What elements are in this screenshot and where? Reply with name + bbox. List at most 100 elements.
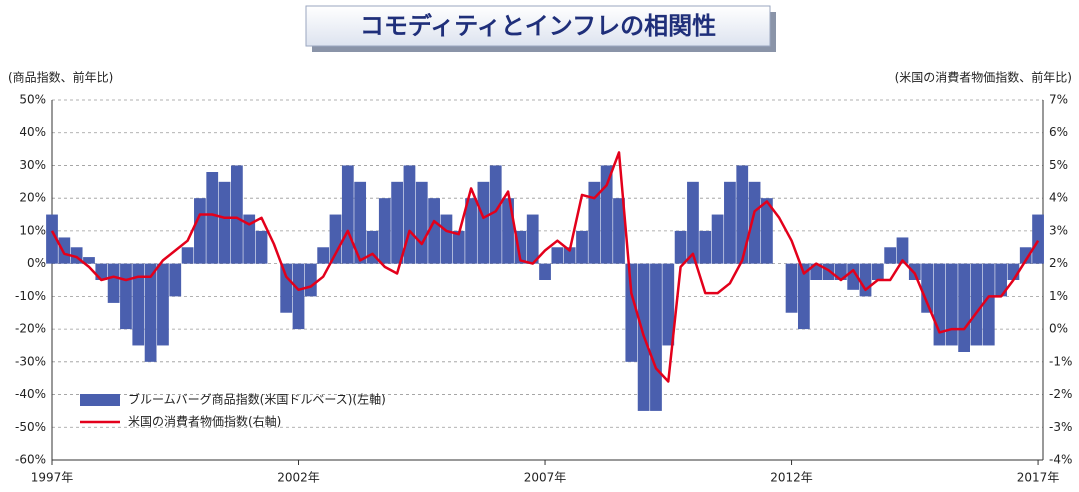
bar [674,230,687,264]
bar [810,263,823,280]
x-tick-label: 2002年 [277,471,320,485]
bar [157,263,169,346]
y2-tick-label: -1% [1049,354,1072,368]
bar [761,198,773,264]
bar [1019,247,1032,264]
bar [489,165,502,264]
bar [687,181,699,264]
bar [995,263,1007,297]
bar [711,214,724,264]
bar [218,181,231,264]
bar [921,263,934,313]
bar [132,263,145,346]
bar [206,172,219,264]
bar [292,263,305,330]
y-tick-label: 50% [19,93,46,107]
y2-tick-label: 7% [1049,93,1068,107]
y-tick-label: 40% [19,125,46,139]
bar [95,263,108,280]
y-tick-label: -20% [15,322,46,336]
bar [896,237,909,264]
bar [329,214,342,264]
bar [662,263,675,346]
bar [600,165,613,264]
bar [120,263,132,330]
bar [477,181,490,264]
bar [194,198,206,264]
bar [169,263,182,297]
bar [304,263,317,297]
legend-swatch [80,394,120,406]
bar [834,263,847,280]
bar [58,237,71,264]
bar [576,230,588,264]
bar [502,198,514,264]
bar [428,198,440,264]
legend-label: ブルームバーグ商品指数(米国ドルベース)(左軸) [128,392,386,407]
bar [354,181,367,264]
bar [440,214,453,264]
bar [144,263,157,362]
legend-label: 米国の消費者物価指数(右軸) [128,414,281,429]
bar [859,263,872,297]
y2-tick-label: -3% [1049,420,1072,434]
bar [884,247,897,264]
bar [465,198,477,264]
bar [514,230,527,264]
bar [181,247,194,264]
bar [982,263,995,346]
y2-tick-label: -2% [1049,387,1072,401]
bar [945,263,958,346]
x-tick-label: 2012年 [770,471,813,485]
bar [847,263,860,290]
bar [822,263,835,280]
bar [107,263,120,303]
bar [970,263,983,346]
y2-tick-label: 1% [1049,289,1068,303]
bar [613,198,625,264]
bar [748,181,761,264]
bar [588,181,601,264]
y-tick-label: -10% [15,289,46,303]
bar [526,214,539,264]
y-tick-label: -40% [15,387,46,401]
bar [378,198,391,264]
bar [933,263,946,346]
line [50,151,1040,383]
y-tick-label: 20% [19,191,46,205]
y-tick-label: -60% [15,453,46,467]
bar [1032,214,1044,264]
bar [70,247,83,264]
y-tick-label: 0% [27,256,46,270]
y2-tick-label: 4% [1049,191,1068,205]
y2-axis-label: (米国の消費者物価指数、前年比) [895,70,1072,85]
bar [650,263,662,411]
bar [724,181,736,264]
y2-tick-label: 2% [1049,256,1068,270]
bar [391,181,404,264]
y2-tick-label: -4% [1049,453,1072,467]
y-tick-label: 10% [19,223,46,237]
bar [958,263,970,352]
bar [46,214,58,264]
bar [403,165,416,264]
bar [699,230,712,264]
x-tick-label: 2007年 [524,471,567,485]
bar [551,247,564,264]
bar [280,263,293,313]
bar [231,165,243,264]
y2-tick-label: 6% [1049,125,1068,139]
bar [625,263,638,362]
bar [785,263,798,313]
bar [797,263,810,330]
bar [871,263,884,280]
y-tick-label: -50% [15,420,46,434]
bar [736,165,749,264]
bar [341,165,354,264]
bar [539,263,551,280]
y2-tick-label: 3% [1049,223,1068,237]
bar [1007,263,1020,280]
bar [366,230,379,264]
title-box [305,5,771,47]
